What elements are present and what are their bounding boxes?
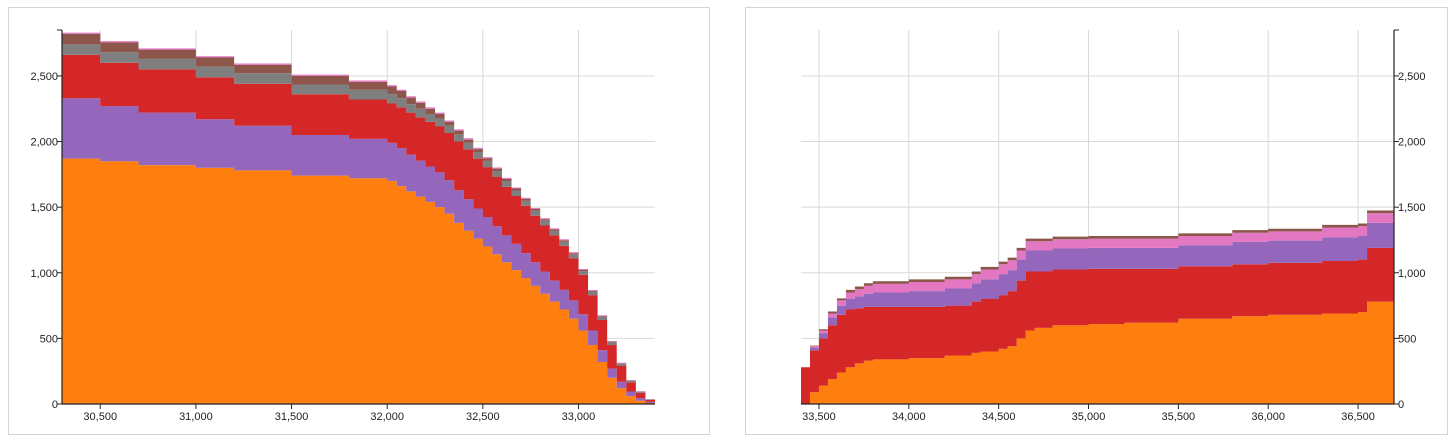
y-tick-label: 1,500 bbox=[1398, 202, 1426, 214]
x-tick-label: 31,000 bbox=[179, 411, 213, 423]
y-tick-label: 2,500 bbox=[30, 71, 58, 83]
x-tick-label: 32,500 bbox=[466, 411, 500, 423]
y-tick-label: 2,000 bbox=[30, 137, 58, 149]
y-tick-label: 2,000 bbox=[1398, 137, 1426, 149]
series-area-orange bbox=[62, 158, 655, 404]
x-tick-label: 31,500 bbox=[275, 411, 309, 423]
chart-panel-right: 33,500 34,000 34,500 35,000 35,500 36,000 36,5… bbox=[745, 7, 1448, 435]
stacked-area-chart-left: 30,500 31,000 31,500 32,000 32,500 33,000 0 500… bbox=[30, 29, 655, 423]
x-tick-label: 36,500 bbox=[1341, 411, 1375, 423]
y-axis: 0 500 1,000 1,500 2,000 2,500 bbox=[30, 29, 63, 411]
series-area-orange bbox=[801, 299, 1394, 404]
x-axis: 33,500 34,000 34,500 35,000 35,500 36,000 36,5… bbox=[801, 403, 1394, 423]
y-tick-label: 1,500 bbox=[30, 202, 58, 214]
x-tick-label: 32,000 bbox=[370, 411, 404, 423]
series-areas bbox=[62, 32, 655, 405]
x-tick-label: 33,000 bbox=[562, 411, 596, 423]
y-tick-label: 500 bbox=[40, 333, 58, 345]
y-tick-label: 1,000 bbox=[30, 268, 58, 280]
series-area-red bbox=[62, 54, 655, 404]
y-tick-label: 0 bbox=[52, 399, 58, 411]
x-tick-label: 35,000 bbox=[1072, 411, 1106, 423]
y-tick-label: 1,000 bbox=[1398, 268, 1426, 280]
y-tick-label: 500 bbox=[1398, 333, 1416, 345]
y-tick-label: 0 bbox=[1398, 399, 1404, 411]
series-area-pink bbox=[801, 210, 1394, 368]
series-area-purple bbox=[62, 98, 655, 405]
x-tick-label: 34,500 bbox=[982, 411, 1016, 423]
series-areas bbox=[801, 207, 1394, 404]
x-axis: 30,500 31,000 31,500 32,000 32,500 33,000 bbox=[62, 403, 655, 423]
x-tick-label: 30,500 bbox=[83, 411, 117, 423]
y-axis: 0 500 1,000 1,500 2,000 2,500 bbox=[1393, 29, 1426, 411]
x-tick-label: 33,500 bbox=[802, 411, 836, 423]
x-tick-label: 34,000 bbox=[892, 411, 926, 423]
x-tick-label: 36,000 bbox=[1251, 411, 1285, 423]
series-area-purple bbox=[801, 220, 1394, 368]
series-area-red bbox=[801, 246, 1394, 404]
chart-panel-left: 30,500 31,000 31,500 32,000 32,500 33,000 0 500… bbox=[8, 7, 710, 435]
x-tick-label: 35,500 bbox=[1162, 411, 1196, 423]
stacked-area-chart-right: 33,500 34,000 34,500 35,000 35,500 36,000 36,5… bbox=[801, 29, 1426, 423]
y-tick-label: 2,500 bbox=[1398, 71, 1426, 83]
